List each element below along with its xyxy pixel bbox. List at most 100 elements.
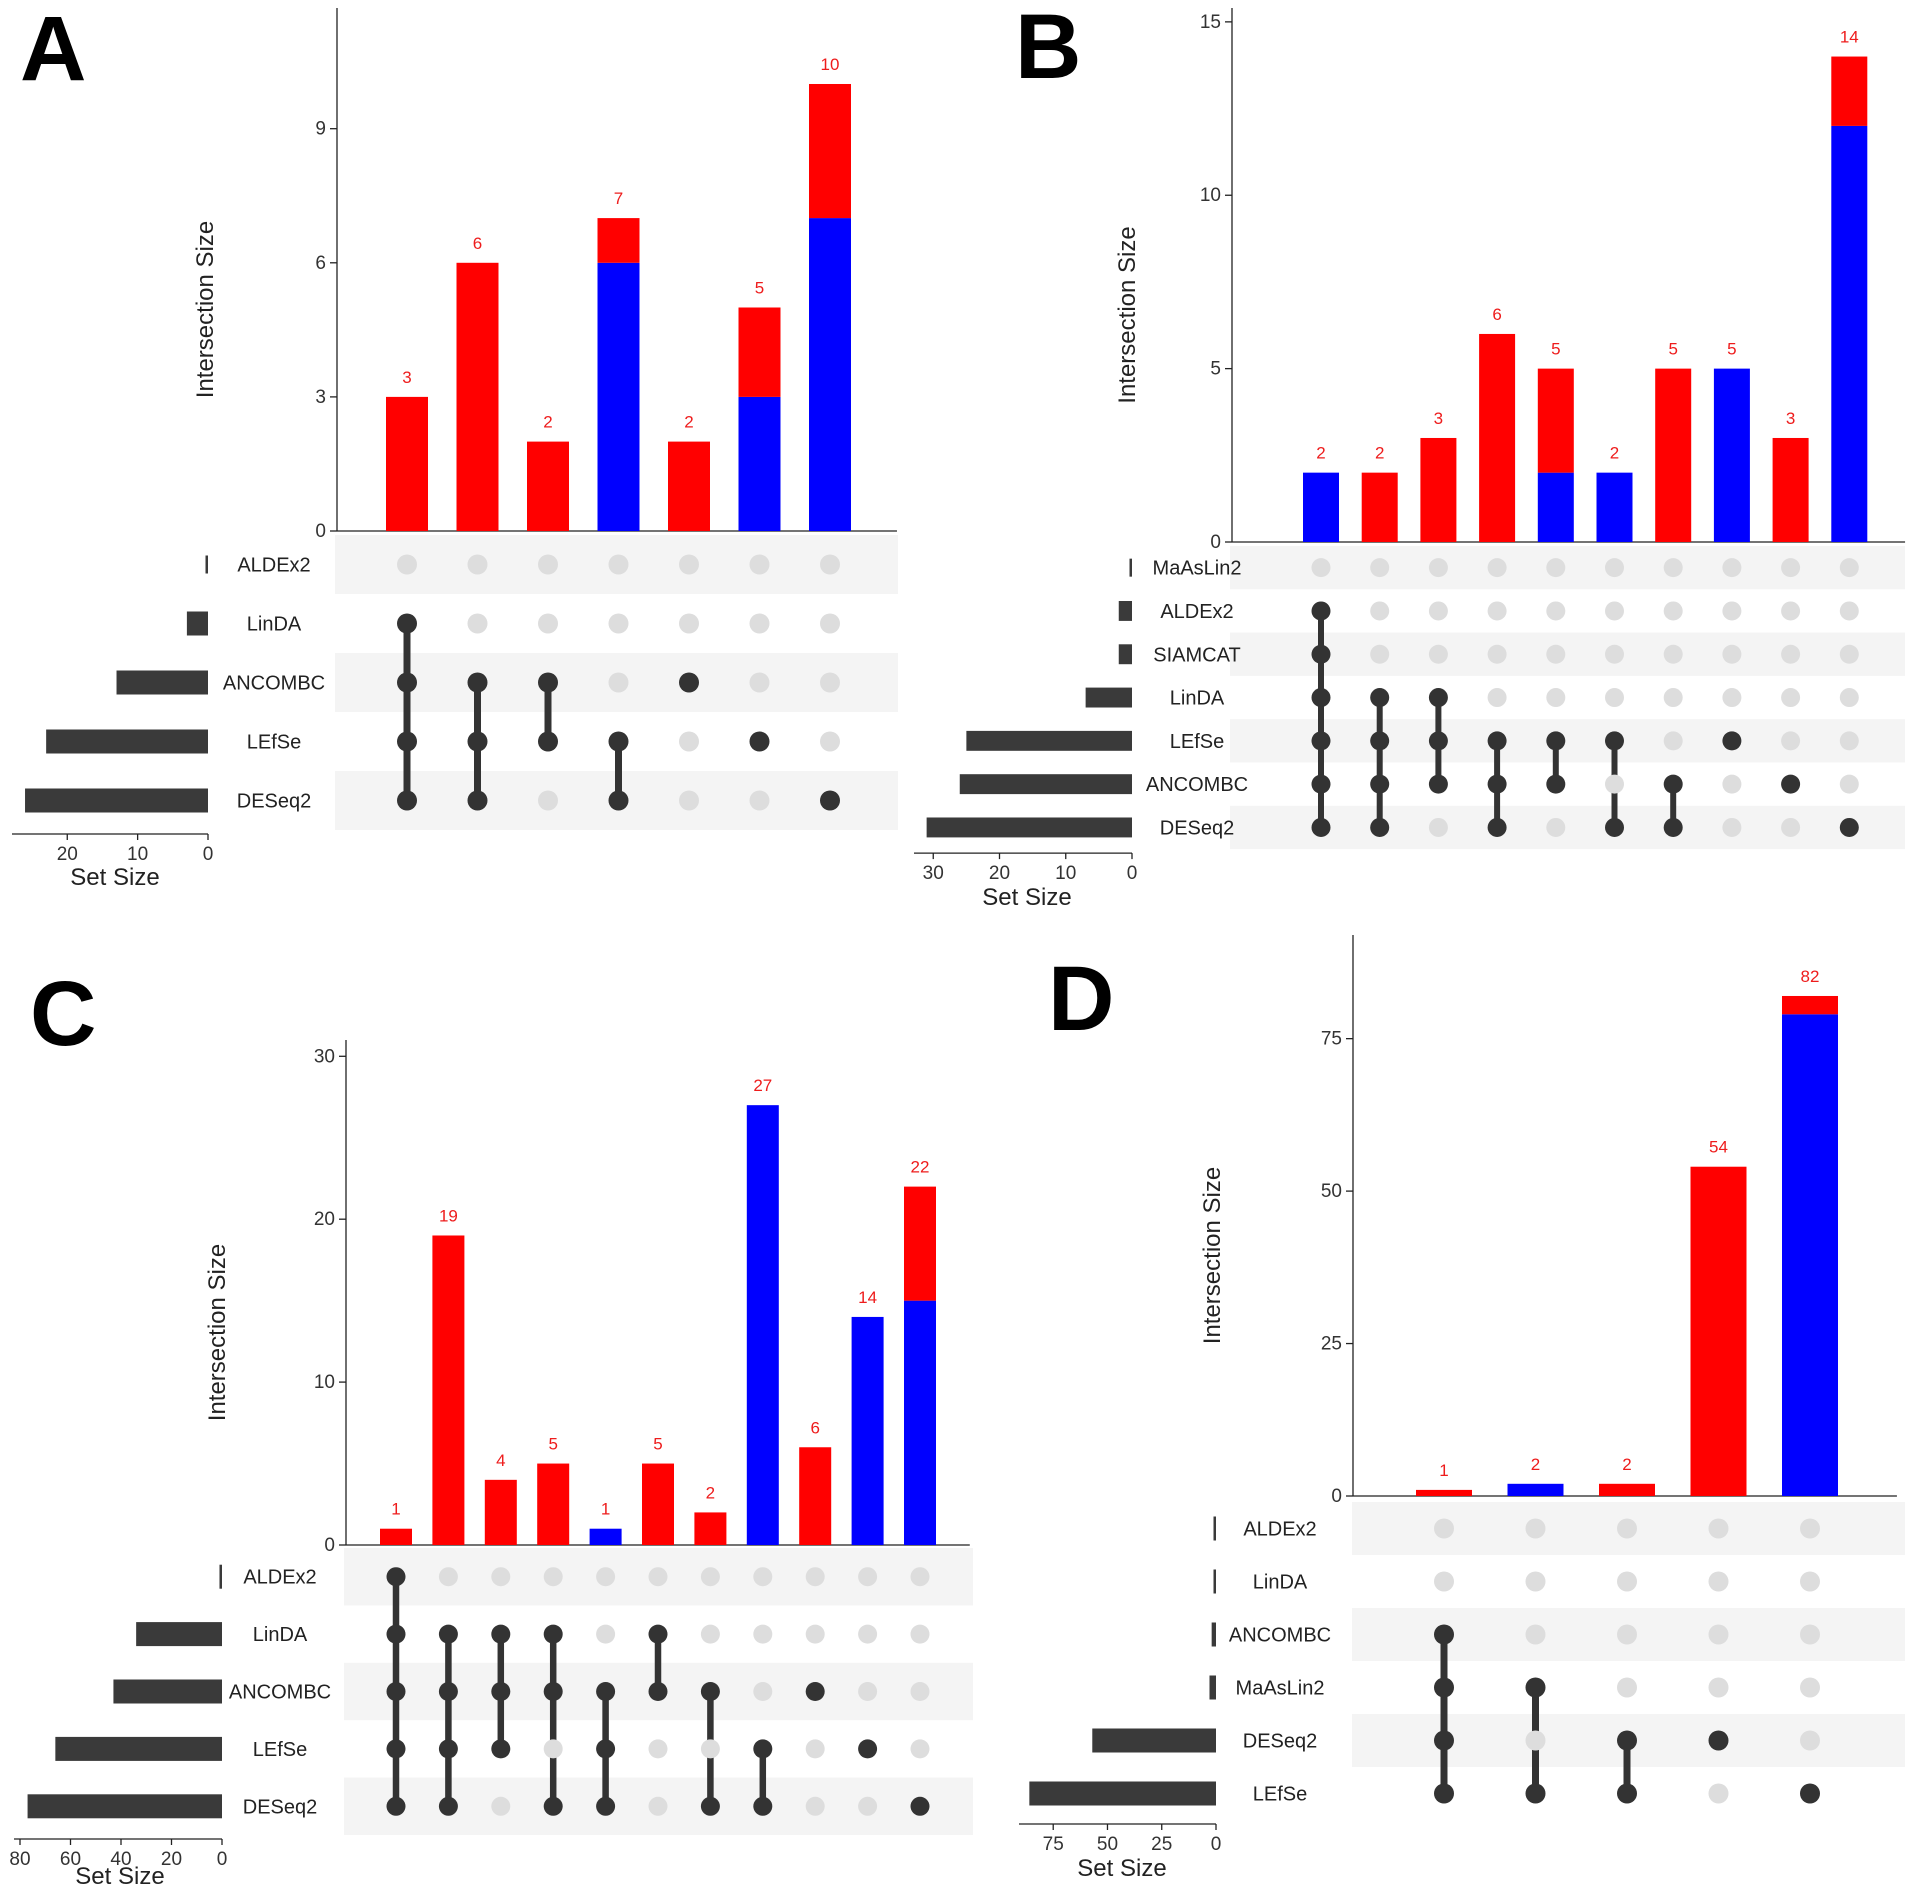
matrix-dot-off-C-8-3 xyxy=(805,1739,825,1759)
matrix-dot-off-D-4-3 xyxy=(1800,1677,1820,1698)
panel-letter-A: A xyxy=(20,0,86,100)
set-axis-title-C: Set Size xyxy=(75,1863,164,1887)
bar-blue-A-5 xyxy=(738,396,781,531)
matrix-dot-off-A-4-1 xyxy=(679,613,699,634)
matrix-dot-off-C-7-1 xyxy=(753,1624,773,1644)
matrix-band-B-2 xyxy=(1230,632,1905,676)
set-tick-label-D-25: 25 xyxy=(1151,1834,1172,1855)
matrix-dot-off-A-1-0 xyxy=(467,554,488,575)
set-bar-C-4 xyxy=(27,1794,223,1819)
bar-red-D-0 xyxy=(1416,1489,1472,1496)
y-tick-label-A-6: 6 xyxy=(315,253,326,274)
matrix-dot-off-B-3-2 xyxy=(1487,644,1507,664)
set-bar-B-2 xyxy=(1118,644,1132,665)
matrix-dot-on-C-6-2 xyxy=(700,1682,720,1701)
bar-red-C-2 xyxy=(484,1479,517,1545)
matrix-dot-off-B-8-0 xyxy=(1781,558,1801,578)
matrix-dot-on-A-0-4 xyxy=(397,790,417,811)
set-axis-title-A: Set Size xyxy=(70,864,159,891)
matrix-dot-on-C-1-3 xyxy=(438,1739,458,1759)
matrix-dot-off-B-3-0 xyxy=(1487,558,1507,578)
matrix-dot-on-B-1-4 xyxy=(1370,731,1390,751)
matrix-dot-off-A-4-3 xyxy=(679,731,699,752)
set-bar-B-6 xyxy=(926,817,1132,838)
matrix-dot-off-B-6-4 xyxy=(1663,731,1683,751)
matrix-dot-off-B-6-3 xyxy=(1663,688,1683,708)
matrix-dot-on-C-0-0 xyxy=(386,1567,406,1587)
y-tick-label-A-9: 9 xyxy=(315,119,326,140)
matrix-dot-on-A-1-2 xyxy=(467,672,488,693)
matrix-dot-off-A-3-0 xyxy=(608,554,629,575)
matrix-dot-off-A-6-1 xyxy=(820,613,840,634)
set-name-A-1: LinDA xyxy=(247,614,302,636)
matrix-dot-on-C-2-1 xyxy=(491,1624,511,1644)
matrix-dot-off-B-3-3 xyxy=(1487,688,1507,708)
panel-letter-C: C xyxy=(30,963,96,1065)
bar-red-C-10 xyxy=(904,1186,936,1301)
bar-red-B-2 xyxy=(1420,437,1457,542)
set-name-D-5: LEfSe xyxy=(1253,1784,1307,1806)
matrix-dot-off-C-3-0 xyxy=(543,1567,563,1587)
bar-label-C-0: 1 xyxy=(391,1500,400,1519)
matrix-dot-off-D-4-4 xyxy=(1800,1730,1820,1751)
matrix-dot-on-B-2-3 xyxy=(1428,688,1448,708)
bar-label-C-6: 2 xyxy=(706,1483,715,1502)
set-tick-label-A-20: 20 xyxy=(57,844,78,865)
y-tick-label-C-30: 30 xyxy=(314,1046,335,1067)
matrix-dot-on-C-1-2 xyxy=(438,1682,458,1701)
bar-label-A-0: 3 xyxy=(402,368,411,387)
bar-blue-C-9 xyxy=(851,1316,884,1545)
bar-label-C-9: 14 xyxy=(858,1288,877,1307)
bar-label-B-9: 14 xyxy=(1840,28,1859,47)
matrix-dot-off-C-5-4 xyxy=(648,1796,668,1816)
bar-label-B-3: 6 xyxy=(1492,305,1501,324)
matrix-dot-off-B-7-6 xyxy=(1722,817,1742,837)
matrix-dot-on-D-2-5 xyxy=(1617,1783,1637,1804)
matrix-dot-on-B-7-4 xyxy=(1722,731,1742,751)
bar-red-D-3 xyxy=(1690,1166,1747,1496)
matrix-dot-on-C-6-4 xyxy=(700,1796,720,1816)
set-name-B-4: LEfSe xyxy=(1170,731,1224,753)
matrix-dot-off-B-8-6 xyxy=(1781,817,1801,837)
matrix-dot-off-B-6-1 xyxy=(1663,601,1683,621)
matrix-dot-off-B-9-1 xyxy=(1839,601,1859,621)
matrix-dot-off-A-4-4 xyxy=(679,790,699,811)
bar-label-B-2: 3 xyxy=(1434,409,1443,428)
bar-label-C-5: 5 xyxy=(653,1435,662,1454)
matrix-dot-off-B-9-0 xyxy=(1839,558,1859,578)
matrix-dot-off-D-4-0 xyxy=(1800,1518,1820,1539)
set-name-C-2: ANCOMBC xyxy=(229,1682,331,1704)
matrix-dot-on-C-7-3 xyxy=(753,1739,773,1759)
bar-red-C-0 xyxy=(380,1528,412,1545)
set-name-D-0: ALDEx2 xyxy=(1243,1519,1316,1541)
matrix-dot-on-C-3-4 xyxy=(543,1796,563,1816)
set-name-A-3: LEfSe xyxy=(247,732,301,754)
matrix-dot-off-B-4-3 xyxy=(1546,688,1566,708)
bar-label-B-1: 2 xyxy=(1375,444,1384,463)
set-name-B-2: SIAMCAT xyxy=(1153,644,1240,666)
matrix-dot-off-D-1-1 xyxy=(1525,1571,1546,1592)
set-bar-C-1 xyxy=(136,1622,222,1647)
matrix-dot-off-B-5-1 xyxy=(1605,601,1624,621)
matrix-dot-off-B-2-0 xyxy=(1428,558,1448,578)
matrix-dot-off-C-6-0 xyxy=(700,1567,720,1587)
matrix-dot-off-B-1-0 xyxy=(1370,558,1390,578)
matrix-dot-on-B-0-4 xyxy=(1311,731,1331,751)
panel-letter-D: D xyxy=(1048,948,1114,1050)
matrix-dot-off-B-4-6 xyxy=(1546,817,1566,837)
bar-red-B-4 xyxy=(1537,368,1574,473)
set-name-C-1: LinDA xyxy=(253,1624,308,1646)
bar-blue-C-10 xyxy=(904,1300,936,1545)
set-axis-title-D: Set Size xyxy=(1077,1855,1166,1882)
matrix-dot-on-B-4-4 xyxy=(1546,731,1566,751)
matrix-dot-off-C-5-0 xyxy=(648,1567,668,1587)
matrix-dot-off-D-2-3 xyxy=(1617,1677,1637,1698)
set-bar-B-4 xyxy=(966,730,1132,751)
matrix-dot-off-D-3-0 xyxy=(1708,1518,1729,1539)
set-bar-D-2 xyxy=(1211,1622,1216,1647)
matrix-dot-off-D-3-1 xyxy=(1708,1571,1729,1592)
matrix-dot-on-C-0-4 xyxy=(386,1796,406,1816)
bar-red-C-6 xyxy=(694,1512,727,1545)
bar-label-D-4: 82 xyxy=(1801,967,1820,986)
matrix-dot-off-D-0-1 xyxy=(1434,1571,1454,1592)
